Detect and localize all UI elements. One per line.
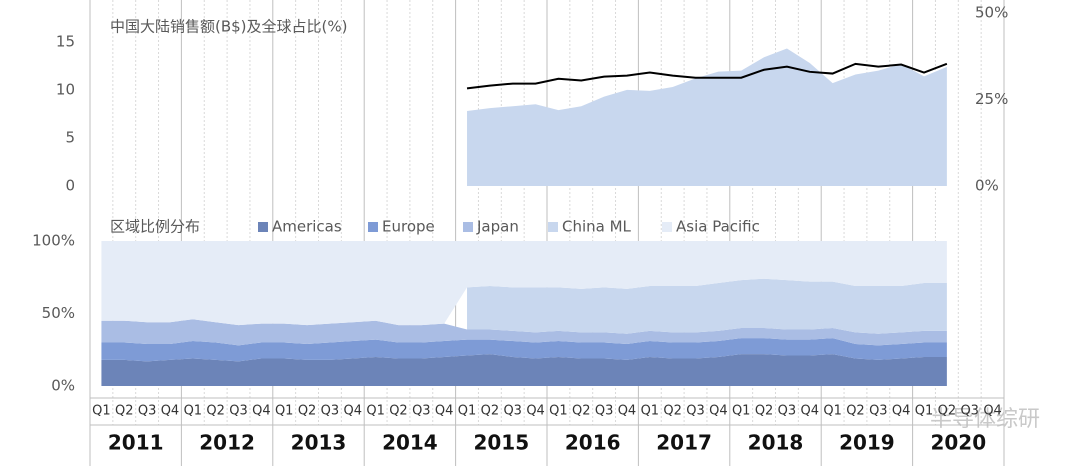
x-tick-label: Q2 [389, 404, 408, 419]
year-label: 2020 [930, 431, 986, 455]
chart-title: 区域比例分布 [110, 218, 200, 236]
x-tick-label: Q1 [92, 404, 111, 419]
x-tick-label: Q2 [846, 404, 865, 419]
year-label: 2015 [473, 431, 529, 455]
area [101, 354, 947, 386]
x-tick-label: Q2 [663, 404, 682, 419]
y2-tick-label: 0% [975, 177, 999, 195]
x-tick-label: Q2 [298, 404, 317, 419]
area [467, 48, 947, 186]
x-tick-label: Q1 [732, 404, 751, 419]
y-tick-label: 10 [56, 80, 75, 98]
x-tick-label: Q3 [503, 404, 522, 419]
y-tick-label: 50% [42, 304, 75, 322]
legend-swatch [463, 222, 473, 232]
legend-swatch [368, 222, 378, 232]
x-tick-label: Q4 [892, 404, 911, 419]
x-tick-label: Q2 [206, 404, 225, 419]
x-tick-label: Q2 [115, 404, 134, 419]
x-tick-label: Q3 [869, 404, 888, 419]
y-tick-label: 100% [32, 232, 75, 250]
year-label: 2014 [382, 431, 438, 455]
x-tick-label: Q1 [823, 404, 842, 419]
x-tick-label: Q3 [412, 404, 431, 419]
legend-label: Europe [382, 218, 435, 236]
x-tick-label: Q4 [344, 404, 363, 419]
x-tick-label: Q1 [915, 404, 934, 419]
y-tick-label: 0% [51, 377, 75, 395]
y-tick-label: 0 [65, 177, 75, 195]
year-label: 2019 [839, 431, 895, 455]
x-tick-label: Q1 [458, 404, 477, 419]
x-tick-label: Q1 [275, 404, 294, 419]
legend-label: China ML [562, 218, 632, 236]
x-tick-label: Q2 [755, 404, 774, 419]
area [101, 338, 947, 362]
x-tick-label: Q4 [709, 404, 728, 419]
y-tick-label: 5 [65, 128, 75, 146]
y-tick-label: 15 [56, 32, 75, 50]
legend-swatch [258, 222, 268, 232]
area [467, 278, 947, 334]
chart-title: 中国大陆销售额(B$)及全球占比(%) [110, 18, 348, 36]
area [101, 241, 947, 326]
year-label: 2016 [565, 431, 621, 455]
x-tick-label: Q3 [595, 404, 614, 419]
legend-label: Japan [476, 218, 519, 236]
x-tick-label: Q2 [938, 404, 957, 419]
x-tick-label: Q4 [252, 404, 271, 419]
year-label: 2012 [199, 431, 255, 455]
watermark: 半导体综研 [930, 407, 1040, 432]
x-tick-label: Q4 [618, 404, 637, 419]
legend-label: Asia Pacific [676, 218, 760, 236]
x-tick-label: Q2 [481, 404, 500, 419]
year-label: 2017 [656, 431, 712, 455]
x-tick-label: Q4 [983, 404, 1002, 419]
x-tick-label: Q4 [526, 404, 545, 419]
x-tick-label: Q3 [138, 404, 157, 419]
x-tick-label: Q1 [641, 404, 660, 419]
x-tick-label: Q1 [184, 404, 203, 419]
x-tick-label: Q3 [778, 404, 797, 419]
x-tick-label: Q4 [161, 404, 180, 419]
x-tick-label: Q3 [960, 404, 979, 419]
year-label: 2013 [291, 431, 347, 455]
legend-label: Americas [272, 218, 342, 236]
x-tick-label: Q3 [321, 404, 340, 419]
x-tick-label: Q1 [366, 404, 385, 419]
year-label: 2018 [748, 431, 804, 455]
x-tick-label: Q3 [686, 404, 705, 419]
y2-tick-label: 25% [975, 90, 1008, 108]
legend-swatch [662, 222, 672, 232]
line [466, 62, 948, 90]
y2-tick-label: 50% [975, 4, 1008, 22]
x-tick-label: Q2 [572, 404, 591, 419]
x-tick-label: Q4 [801, 404, 820, 419]
x-tick-label: Q3 [229, 404, 248, 419]
x-tick-label: Q1 [549, 404, 568, 419]
legend-swatch [548, 222, 558, 232]
area [101, 319, 947, 346]
x-tick-label: Q4 [435, 404, 454, 419]
year-label: 2011 [108, 431, 164, 455]
